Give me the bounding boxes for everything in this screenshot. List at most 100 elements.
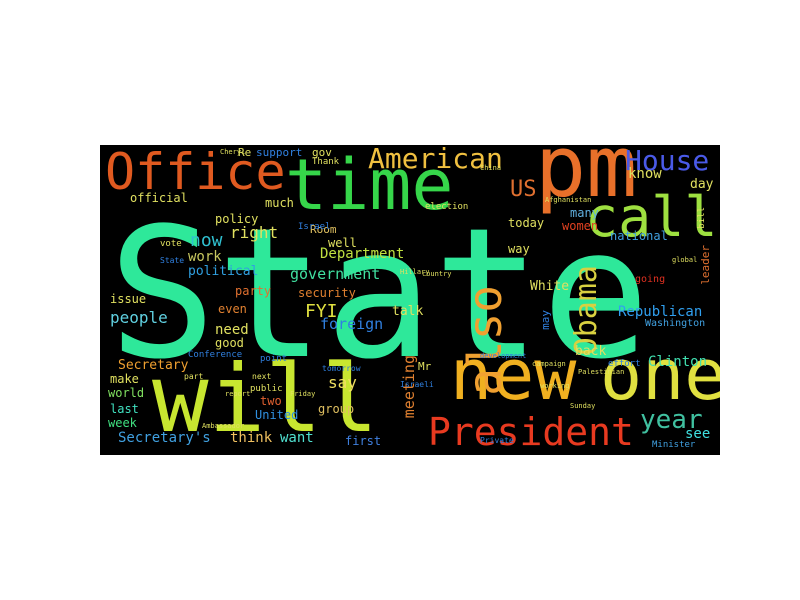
word: Republican: [618, 304, 703, 320]
word: Mr: [418, 360, 432, 373]
word: government: [290, 265, 381, 283]
word: President: [428, 410, 634, 454]
word: Israeli: [400, 380, 434, 389]
word: also: [458, 285, 512, 396]
word: Clinton: [648, 354, 708, 370]
word: political: [188, 264, 259, 279]
word: national: [610, 229, 668, 243]
word: American: [368, 145, 503, 175]
word: know: [628, 166, 662, 182]
word: FYI: [305, 301, 338, 322]
word: effort: [608, 359, 641, 369]
word: now: [190, 230, 223, 251]
word: White: [530, 279, 570, 294]
word: issue: [110, 292, 147, 306]
word: bill: [697, 207, 707, 229]
word: women: [562, 219, 599, 233]
word: leader: [699, 245, 712, 285]
word: Israel: [298, 222, 331, 232]
word: global: [672, 256, 698, 264]
word: last: [110, 402, 139, 416]
word: official: [130, 191, 188, 205]
word: Obama: [569, 265, 604, 356]
word: going: [635, 274, 666, 285]
word: Washington: [645, 318, 706, 329]
word: Minister: [652, 440, 696, 450]
word: Room: [310, 223, 337, 236]
word: good: [215, 336, 244, 350]
word: public: [250, 384, 283, 394]
word: House: [625, 145, 710, 177]
word: security: [298, 286, 356, 300]
word: two: [260, 394, 282, 408]
word: country: [422, 270, 452, 278]
word: China: [480, 164, 502, 172]
word: many: [570, 206, 599, 220]
word: Thank: [312, 157, 340, 167]
word: first: [345, 434, 382, 448]
word: foreign: [320, 315, 384, 333]
word-cloud: State will pm time new one Office call P…: [100, 145, 720, 455]
word: see: [685, 426, 711, 442]
word: world: [108, 386, 145, 400]
word: way: [508, 242, 530, 256]
word: State: [160, 256, 185, 265]
word: call: [585, 185, 718, 249]
word: Re: [238, 146, 252, 159]
word: think: [230, 430, 273, 446]
word: even: [218, 302, 247, 316]
word: say: [328, 373, 357, 392]
word: report: [225, 390, 251, 398]
word: talk: [392, 304, 424, 319]
word: United: [255, 408, 299, 422]
word: Secretary: [118, 358, 189, 373]
word: Office: [105, 145, 286, 201]
word: will: [152, 345, 379, 454]
word: Afghanistan: [545, 196, 592, 204]
word: Friday: [290, 390, 316, 398]
word: may: [539, 310, 552, 330]
word: people: [110, 308, 168, 327]
word: vote: [160, 239, 182, 249]
word: day: [690, 177, 714, 192]
word: Cheryl: [220, 148, 246, 156]
word: campaign: [532, 360, 566, 368]
word: today: [508, 216, 545, 230]
word: Conference: [188, 350, 243, 360]
word: Palestinian: [578, 368, 625, 376]
word: part: [184, 372, 204, 381]
word: right: [230, 223, 279, 242]
word: want: [280, 430, 314, 446]
word: working: [540, 382, 570, 390]
word: group: [318, 402, 355, 416]
word: gov: [312, 146, 332, 159]
word: party: [235, 284, 272, 298]
word: pm: [535, 145, 638, 217]
word: next: [252, 372, 272, 381]
word: support: [256, 146, 303, 159]
word: one: [600, 334, 720, 416]
word: point: [260, 354, 288, 364]
word: Sunday: [570, 402, 596, 410]
word: US: [510, 177, 537, 202]
word: State: [108, 190, 650, 399]
word: back: [575, 344, 607, 359]
word: Private: [480, 436, 514, 445]
word: work: [188, 249, 222, 265]
word: need: [215, 322, 249, 338]
word: year: [640, 405, 703, 435]
word: week: [108, 416, 137, 430]
word: Ambassador: [202, 422, 245, 430]
word: development: [480, 352, 527, 360]
word: policy: [215, 212, 259, 226]
word: make: [110, 372, 139, 386]
word: well: [328, 236, 357, 250]
word: election: [425, 202, 469, 212]
word: Department: [320, 246, 405, 262]
word: much: [265, 196, 294, 210]
word: tomorrow: [322, 364, 361, 373]
word: time: [285, 145, 454, 226]
word: new: [450, 334, 577, 416]
word: Hillary: [400, 268, 430, 276]
word: Secretary's: [118, 430, 211, 446]
